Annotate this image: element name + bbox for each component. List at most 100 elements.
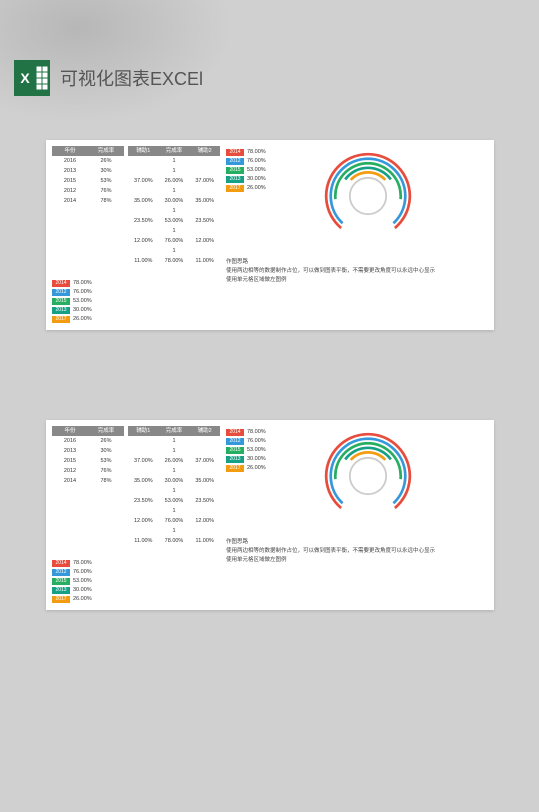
- table-cell: [128, 206, 159, 216]
- table-cell: 1: [159, 226, 190, 236]
- panel: 年份完成率201626%201330%201553%201276%201478%…: [46, 420, 494, 610]
- arc-chart: [308, 426, 428, 526]
- table-cell: [189, 206, 220, 216]
- legend-swatch: 2015: [226, 447, 244, 454]
- table-header: 完成率: [88, 426, 124, 436]
- legend-label: 30.00%: [247, 456, 266, 462]
- legend-swatch: 2013: [226, 176, 244, 183]
- table-header: 完成率: [159, 426, 190, 436]
- legend-item: 201276.00%: [52, 288, 92, 296]
- legend-item: 201478.00%: [226, 428, 266, 436]
- table-cell: 37.00%: [128, 456, 159, 466]
- legend-label: 76.00%: [73, 569, 92, 575]
- table-header: 完成率: [88, 146, 124, 156]
- excel-icon: X: [14, 60, 50, 96]
- legend-item: 201276.00%: [52, 568, 92, 576]
- legend-label: 78.00%: [247, 429, 266, 435]
- table-cell: 53%: [88, 176, 124, 186]
- legend-item: 201330.00%: [226, 175, 266, 183]
- table-cell: [189, 446, 220, 456]
- legend-item: 201553.00%: [226, 446, 266, 454]
- table-cell: [189, 246, 220, 256]
- table-cell: [128, 506, 159, 516]
- legend-swatch: 2012: [52, 289, 70, 296]
- table-cell: 12.00%: [189, 516, 220, 526]
- table-cell: [189, 166, 220, 176]
- legend-swatch: 2014: [52, 560, 70, 567]
- table-cell: [189, 226, 220, 236]
- table-cell: 2016: [52, 436, 88, 446]
- table-cell: [128, 436, 159, 446]
- table-cell: 12.00%: [128, 236, 159, 246]
- table-cell: [128, 446, 159, 456]
- table-cell: 35.00%: [128, 476, 159, 486]
- legend-label: 78.00%: [247, 149, 266, 155]
- legend-item: 201478.00%: [52, 279, 92, 287]
- legend-item: 201726.00%: [52, 595, 92, 603]
- legend-item: 201726.00%: [226, 184, 266, 192]
- table-cell: 11.00%: [189, 536, 220, 546]
- table-cell: 37.00%: [189, 176, 220, 186]
- table-header: 辅助2: [189, 426, 220, 436]
- table-cell: [189, 506, 220, 516]
- legend-label: 76.00%: [247, 438, 266, 444]
- legend-label: 26.00%: [73, 316, 92, 322]
- table-cell: 2013: [52, 446, 88, 456]
- table-cell: 26%: [88, 436, 124, 446]
- legend-label: 78.00%: [73, 280, 92, 286]
- legend-swatch: 2012: [226, 158, 244, 165]
- table-cell: 11.00%: [128, 536, 159, 546]
- table-cell: 2014: [52, 196, 88, 206]
- table-cell: 23.50%: [128, 496, 159, 506]
- table-header: 完成率: [159, 146, 190, 156]
- notes-title: 作图思路: [226, 538, 486, 547]
- notes: 作图思路使用两边相等的数据制作占位，可以做到图表平衡，不需要更改角度可以永远中心…: [226, 258, 486, 285]
- table-cell: [189, 156, 220, 166]
- panel: 年份完成率201626%201330%201553%201276%201478%…: [46, 140, 494, 330]
- legend-label: 26.00%: [73, 596, 92, 602]
- table-cell: 30%: [88, 446, 124, 456]
- table-cell: 12.00%: [189, 236, 220, 246]
- table-cell: 76.00%: [159, 236, 190, 246]
- table-cell: 1: [159, 526, 190, 536]
- legend-item: 201330.00%: [226, 455, 266, 463]
- table-cell: 78%: [88, 476, 124, 486]
- bottom-legend: 201478.00%201276.00%201553.00%201330.00%…: [52, 279, 92, 324]
- arc-ring: [351, 452, 386, 460]
- legend-item: 201276.00%: [226, 437, 266, 445]
- notes-line: 使用单元格区域做左图例: [226, 276, 486, 285]
- table-cell: 2015: [52, 176, 88, 186]
- table-cell: 1: [159, 436, 190, 446]
- table-cell: [189, 526, 220, 536]
- legend-label: 53.00%: [247, 167, 266, 173]
- inner-circle: [350, 458, 386, 494]
- table-cell: 78%: [88, 196, 124, 206]
- table-cell: [189, 486, 220, 496]
- notes: 作图思路使用两边相等的数据制作占位，可以做到图表平衡，不需要更改角度可以永远中心…: [226, 538, 486, 565]
- table-cell: 26.00%: [159, 176, 190, 186]
- page-title: 可视化图表EXCEl: [60, 65, 203, 91]
- table-cell: [128, 246, 159, 256]
- legend-swatch: 2015: [52, 578, 70, 585]
- legend-label: 26.00%: [247, 465, 266, 471]
- legend-label: 30.00%: [73, 307, 92, 313]
- table-cell: 1: [159, 246, 190, 256]
- table-cell: 76%: [88, 186, 124, 196]
- arc-chart: [308, 146, 428, 246]
- aux-table: 辅助1完成率辅助21137.00%26.00%37.00%135.00%30.0…: [128, 146, 220, 324]
- table-cell: 26.00%: [159, 456, 190, 466]
- table-cell: 2016: [52, 156, 88, 166]
- legend-label: 26.00%: [247, 185, 266, 191]
- legend-item: 201553.00%: [52, 297, 92, 305]
- legend-swatch: 2017: [226, 185, 244, 192]
- legend-swatch: 2013: [52, 587, 70, 594]
- legend-item: 201330.00%: [52, 586, 92, 594]
- mini-legend: 201478.00%201276.00%201553.00%201330.00%…: [226, 428, 266, 473]
- legend-swatch: 2013: [226, 456, 244, 463]
- table-cell: 1: [159, 206, 190, 216]
- table-cell: [189, 436, 220, 446]
- table-cell: 26%: [88, 156, 124, 166]
- table-cell: 53%: [88, 456, 124, 466]
- notes-line: 使用单元格区域做左图例: [226, 556, 486, 565]
- legend-label: 30.00%: [73, 587, 92, 593]
